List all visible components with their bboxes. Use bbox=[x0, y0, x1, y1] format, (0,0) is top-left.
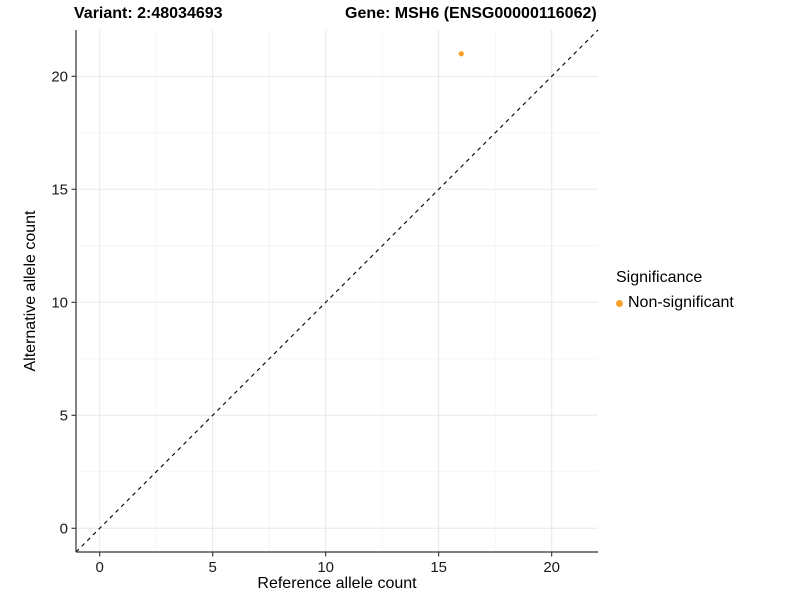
x-tick-label: 5 bbox=[209, 559, 217, 576]
plot-title-gene: Gene: MSH6 (ENSG00000116062) bbox=[345, 5, 597, 22]
y-tick-label: 20 bbox=[51, 68, 68, 85]
x-tick-label: 10 bbox=[317, 559, 334, 576]
x-tick-label: 20 bbox=[543, 559, 560, 576]
data-point bbox=[458, 51, 464, 57]
plot-title-variant: Variant: 2:48034693 bbox=[74, 5, 223, 22]
legend: Significance Non-significant bbox=[616, 269, 734, 312]
y-tick-label: 10 bbox=[51, 294, 68, 311]
y-tick-label: 5 bbox=[60, 407, 68, 424]
legend-item-label: Non-significant bbox=[628, 294, 734, 311]
x-axis-title: Reference allele count bbox=[257, 575, 417, 592]
y-tick-label: 0 bbox=[60, 520, 68, 537]
x-tick-label: 15 bbox=[430, 559, 447, 576]
y-tick-label: 15 bbox=[51, 181, 68, 198]
y-axis-title: Alternative allele count bbox=[22, 210, 39, 372]
identity-line bbox=[75, 29, 599, 553]
legend-point-icon bbox=[616, 299, 623, 307]
legend-item-non-significant: Non-significant bbox=[616, 294, 734, 312]
x-tick-label: 0 bbox=[96, 559, 104, 576]
legend-title: Significance bbox=[616, 269, 703, 286]
